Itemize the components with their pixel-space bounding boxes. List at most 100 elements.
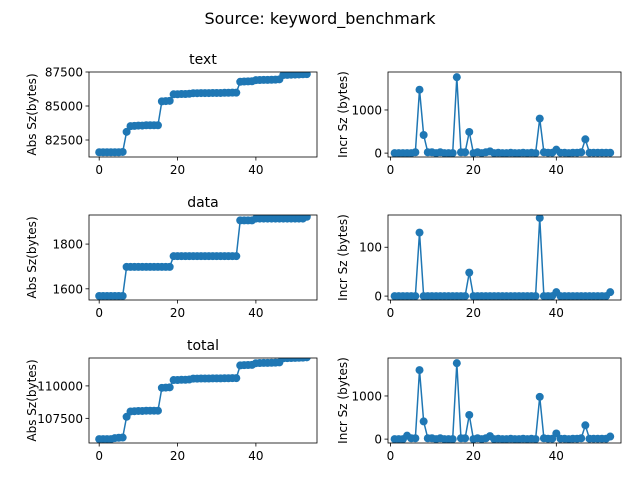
data-point bbox=[461, 434, 470, 443]
plot-area bbox=[89, 72, 317, 157]
y-tick-label: 110000 bbox=[37, 379, 83, 393]
x-tick-label: 0 bbox=[95, 306, 103, 320]
data-point bbox=[531, 149, 540, 157]
data-point bbox=[577, 434, 586, 443]
y-tick-label: 85000 bbox=[45, 100, 83, 114]
y-axis-label: Abs Sz(bytes) bbox=[25, 359, 39, 441]
x-tick-label: 40 bbox=[248, 306, 263, 320]
x-tick-label: 0 bbox=[95, 449, 103, 463]
x-tick-label: 40 bbox=[248, 163, 263, 177]
y-tick-label: 82500 bbox=[45, 134, 83, 148]
axes-frame bbox=[387, 214, 622, 301]
data-point bbox=[415, 228, 424, 237]
subplot-3: 0 20 40 1600 1800 Abs Sz(bytes) data bbox=[25, 195, 318, 320]
data-point bbox=[302, 72, 311, 79]
y-tick-label: 1800 bbox=[52, 238, 83, 252]
plot-area bbox=[388, 215, 621, 300]
x-tick-label: 20 bbox=[466, 163, 481, 177]
subplot-1: 0 20 40 82500 85000 87500 Abs Sz(bytes) text bbox=[25, 52, 318, 177]
y-axis-label: Incr Sz (bytes) bbox=[336, 214, 350, 301]
data-point bbox=[606, 148, 615, 157]
x-tick-label: 0 bbox=[387, 449, 395, 463]
series bbox=[95, 358, 311, 443]
y-tick-label: 0 bbox=[374, 290, 382, 304]
data-point bbox=[581, 135, 590, 144]
data-point bbox=[302, 215, 311, 221]
y-tick-label: 87500 bbox=[45, 66, 83, 80]
data-point bbox=[302, 358, 311, 362]
figure-suptitle: Source: keyword_benchmark bbox=[204, 9, 436, 29]
y-axis-label: Incr Sz (bytes) bbox=[336, 357, 350, 444]
plot-area bbox=[388, 72, 621, 157]
subplot-4: 0 20 40 0 100 Incr Sz (bytes) bbox=[336, 214, 622, 320]
data-point bbox=[419, 417, 428, 426]
series bbox=[95, 72, 311, 157]
axes-frame bbox=[387, 71, 622, 158]
axes-frame bbox=[88, 214, 318, 301]
x-tick-label: 40 bbox=[549, 449, 564, 463]
data-point bbox=[411, 292, 420, 300]
data-point bbox=[153, 121, 162, 130]
data-point bbox=[465, 410, 474, 419]
data-point bbox=[232, 88, 241, 97]
y-axis-label: Abs Sz(bytes) bbox=[25, 216, 39, 298]
subplot-title: total bbox=[187, 338, 219, 354]
x-tick-label: 20 bbox=[466, 306, 481, 320]
data-point bbox=[531, 292, 540, 300]
data-point bbox=[165, 96, 174, 105]
y-axis-label: Abs Sz(bytes) bbox=[25, 73, 39, 155]
data-point bbox=[581, 421, 590, 430]
data-point bbox=[448, 435, 457, 443]
data-point bbox=[535, 114, 544, 123]
y-tick-label: 1000 bbox=[351, 389, 382, 403]
data-point bbox=[118, 291, 127, 300]
y-tick-label: 107500 bbox=[37, 412, 83, 426]
x-tick-label: 0 bbox=[387, 306, 395, 320]
data-point bbox=[535, 215, 544, 222]
series bbox=[390, 73, 615, 157]
data-point bbox=[465, 268, 474, 277]
data-point bbox=[122, 127, 131, 136]
data-point bbox=[118, 147, 127, 156]
data-point bbox=[461, 148, 470, 157]
y-tick-label: 0 bbox=[374, 147, 382, 161]
data-point bbox=[448, 149, 457, 157]
data-point bbox=[606, 288, 615, 297]
data-point bbox=[606, 432, 615, 441]
data-point bbox=[419, 130, 428, 139]
x-tick-label: 0 bbox=[95, 163, 103, 177]
plot-area bbox=[89, 358, 317, 443]
data-point bbox=[232, 252, 241, 261]
data-point bbox=[411, 434, 420, 443]
plot-area bbox=[388, 358, 621, 443]
subplot-title: text bbox=[189, 52, 217, 68]
series bbox=[390, 215, 615, 300]
x-tick-label: 20 bbox=[466, 449, 481, 463]
data-point bbox=[415, 366, 424, 375]
series bbox=[95, 215, 311, 300]
data-point bbox=[118, 433, 127, 442]
y-tick-label: 1000 bbox=[351, 103, 382, 117]
subplot-title: data bbox=[187, 195, 219, 211]
data-point bbox=[452, 73, 461, 82]
y-tick-label: 1600 bbox=[52, 282, 83, 296]
data-point bbox=[415, 85, 424, 94]
y-tick-label: 100 bbox=[359, 241, 382, 255]
data-point bbox=[165, 383, 174, 392]
data-point bbox=[461, 292, 470, 300]
data-point bbox=[577, 148, 586, 157]
axes-frame bbox=[387, 357, 622, 444]
data-point bbox=[153, 406, 162, 415]
data-point bbox=[535, 392, 544, 401]
data-point bbox=[411, 148, 420, 157]
axes-frame bbox=[88, 357, 318, 444]
x-tick-label: 0 bbox=[387, 163, 395, 177]
x-tick-label: 40 bbox=[549, 163, 564, 177]
data-point bbox=[232, 374, 241, 383]
data-point bbox=[465, 127, 474, 136]
x-tick-label: 20 bbox=[170, 449, 185, 463]
